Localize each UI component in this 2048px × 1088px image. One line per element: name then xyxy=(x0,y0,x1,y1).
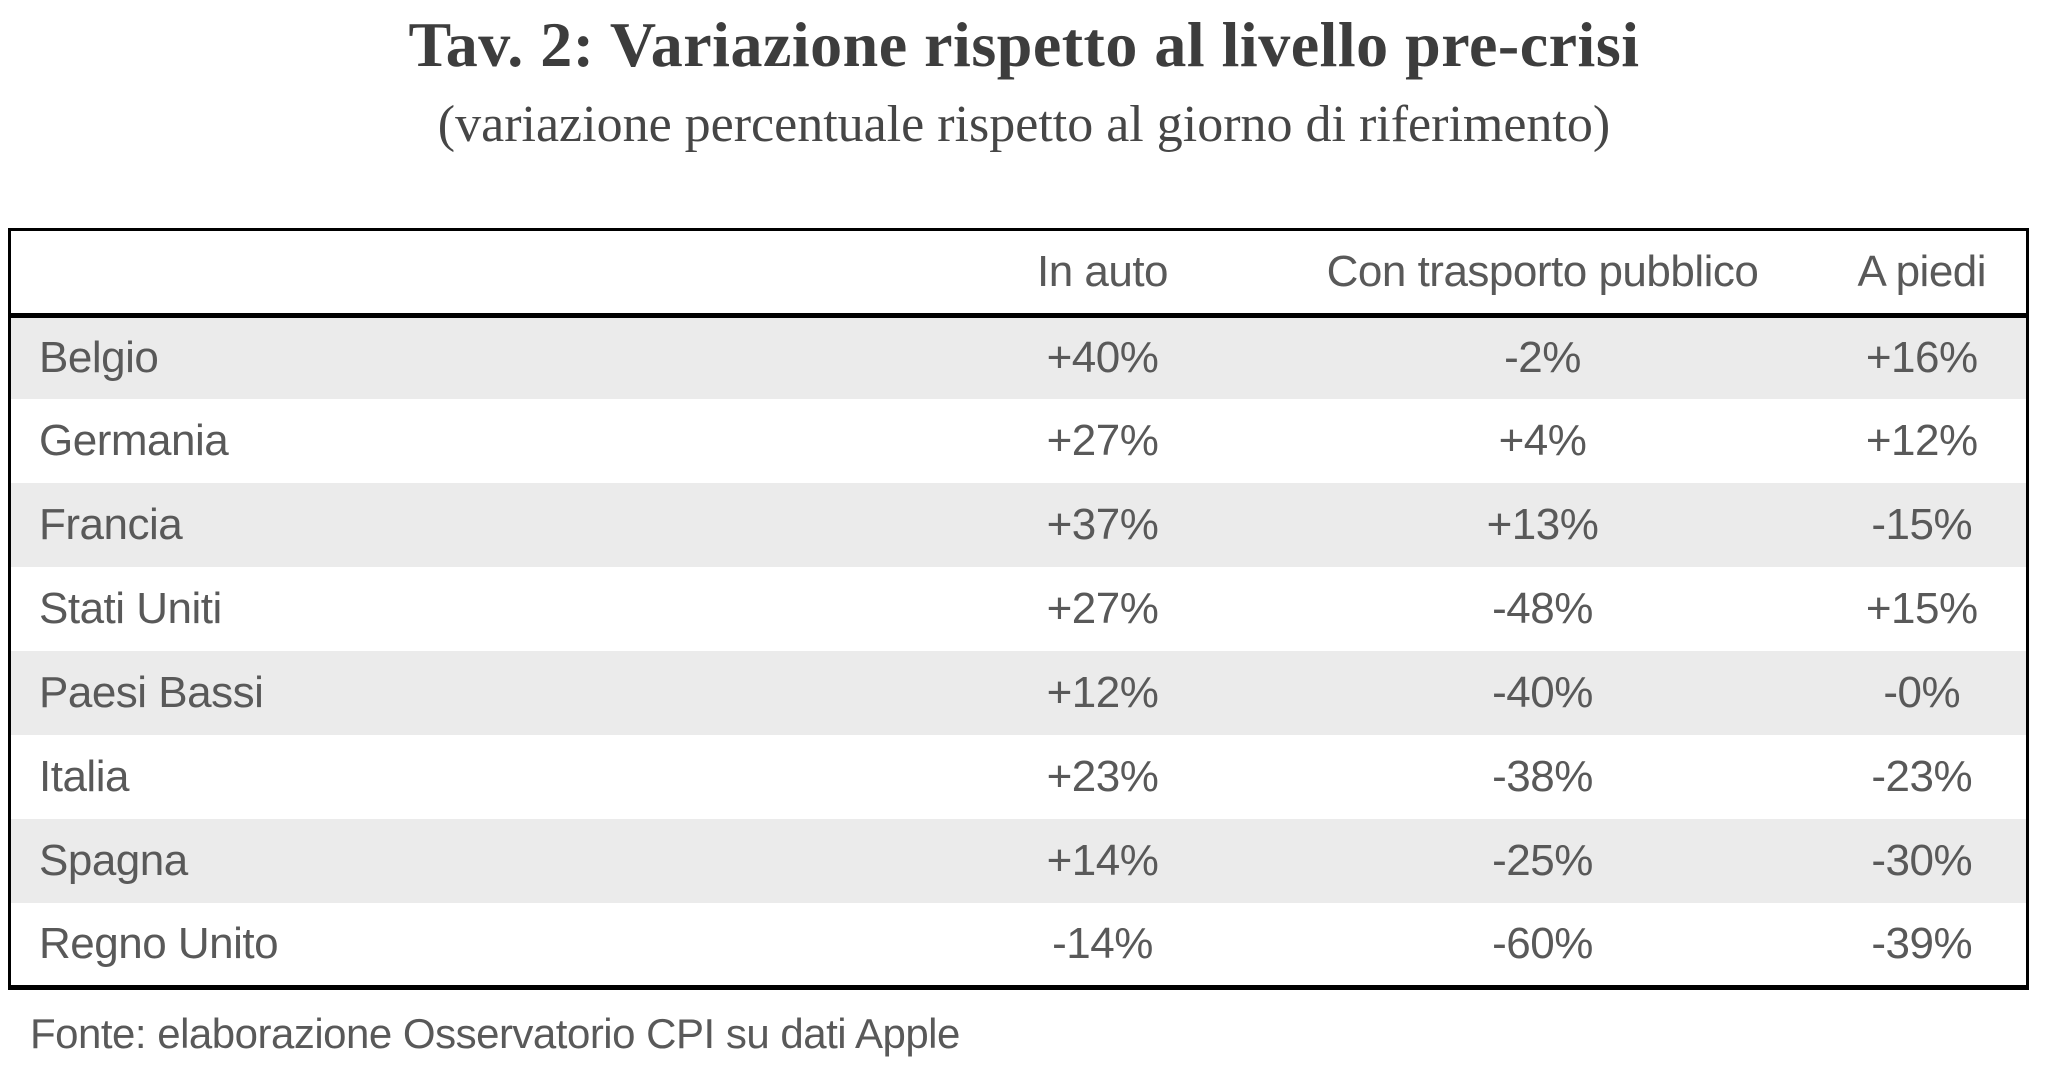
table-row-paesi-bassi: Paesi Bassi +12% -40% -0% xyxy=(9,651,2028,736)
row-label: Regno Unito xyxy=(39,918,279,968)
value-a-piedi: -39% xyxy=(1871,918,1973,968)
value-trasporto-pubblico: -48% xyxy=(1492,584,1593,634)
table-row-germania: Germania +27% +4% +12% xyxy=(10,399,2028,483)
table-header-row: In auto Con trasporto pubblico A piedi xyxy=(9,229,2028,316)
column-header-in-auto: In auto xyxy=(1036,246,1169,296)
value-a-piedi: -0% xyxy=(1883,668,1961,718)
page-title: Tav. 2: Variazione rispetto al livello p… xyxy=(408,9,1640,80)
column-header-trasporto-pubblico: Con trasporto pubblico xyxy=(1326,246,1759,296)
value-trasporto-pubblico: +4% xyxy=(1498,416,1587,466)
value-in-auto: +40% xyxy=(1046,333,1159,383)
row-label: Belgio xyxy=(39,333,159,383)
column-header-a-piedi: A piedi xyxy=(1857,246,1987,296)
page: Tav. 2: Variazione rispetto al livello p… xyxy=(0,9,2048,1088)
value-in-auto: +14% xyxy=(1046,836,1159,886)
value-a-piedi: -23% xyxy=(1871,752,1973,802)
value-in-auto: +12% xyxy=(1046,668,1159,718)
table-row-francia: Francia +37% +13% -15% xyxy=(9,483,2028,568)
source-note: Fonte: elaborazione Osservatorio CPI su … xyxy=(30,1009,960,1057)
value-in-auto: +27% xyxy=(1046,584,1159,634)
row-label: Francia xyxy=(39,500,183,550)
table-row-spagna: Spagna +14% -25% -30% xyxy=(9,819,2028,904)
row-label: Spagna xyxy=(39,836,188,886)
column-header-country xyxy=(10,229,938,315)
value-trasporto-pubblico: -40% xyxy=(1492,668,1593,718)
page-subtitle: (variazione percentuale rispetto al gior… xyxy=(437,96,1611,154)
value-trasporto-pubblico: -25% xyxy=(1492,836,1593,886)
variation-table: In auto Con trasporto pubblico A piedi B… xyxy=(8,227,2029,990)
value-a-piedi: +15% xyxy=(1865,584,1978,634)
value-a-piedi: -15% xyxy=(1871,500,1973,550)
value-a-piedi: -30% xyxy=(1871,836,1973,886)
value-a-piedi: +12% xyxy=(1865,416,1978,466)
value-in-auto: +27% xyxy=(1046,416,1159,466)
table-row-regno-unito: Regno Unito -14% -60% -39% xyxy=(10,903,2028,987)
value-trasporto-pubblico: +13% xyxy=(1486,500,1599,550)
value-trasporto-pubblico: -38% xyxy=(1492,752,1593,802)
value-in-auto: +37% xyxy=(1046,500,1159,550)
row-label: Stati Uniti xyxy=(39,584,222,634)
value-trasporto-pubblico: -60% xyxy=(1492,918,1593,968)
value-a-piedi: +16% xyxy=(1865,333,1978,383)
row-label: Germania xyxy=(39,416,229,466)
table-row-stati-uniti: Stati Uniti +27% -48% +15% xyxy=(10,567,2028,651)
table-row-italia: Italia +23% -38% -23% xyxy=(10,735,2028,819)
value-in-auto: -14% xyxy=(1052,918,1153,968)
value-in-auto: +23% xyxy=(1046,752,1159,802)
row-label: Italia xyxy=(39,752,129,802)
table-row-belgio: Belgio +40% -2% +16% xyxy=(9,315,2028,400)
row-label: Paesi Bassi xyxy=(39,668,264,718)
value-trasporto-pubblico: -2% xyxy=(1504,333,1581,383)
